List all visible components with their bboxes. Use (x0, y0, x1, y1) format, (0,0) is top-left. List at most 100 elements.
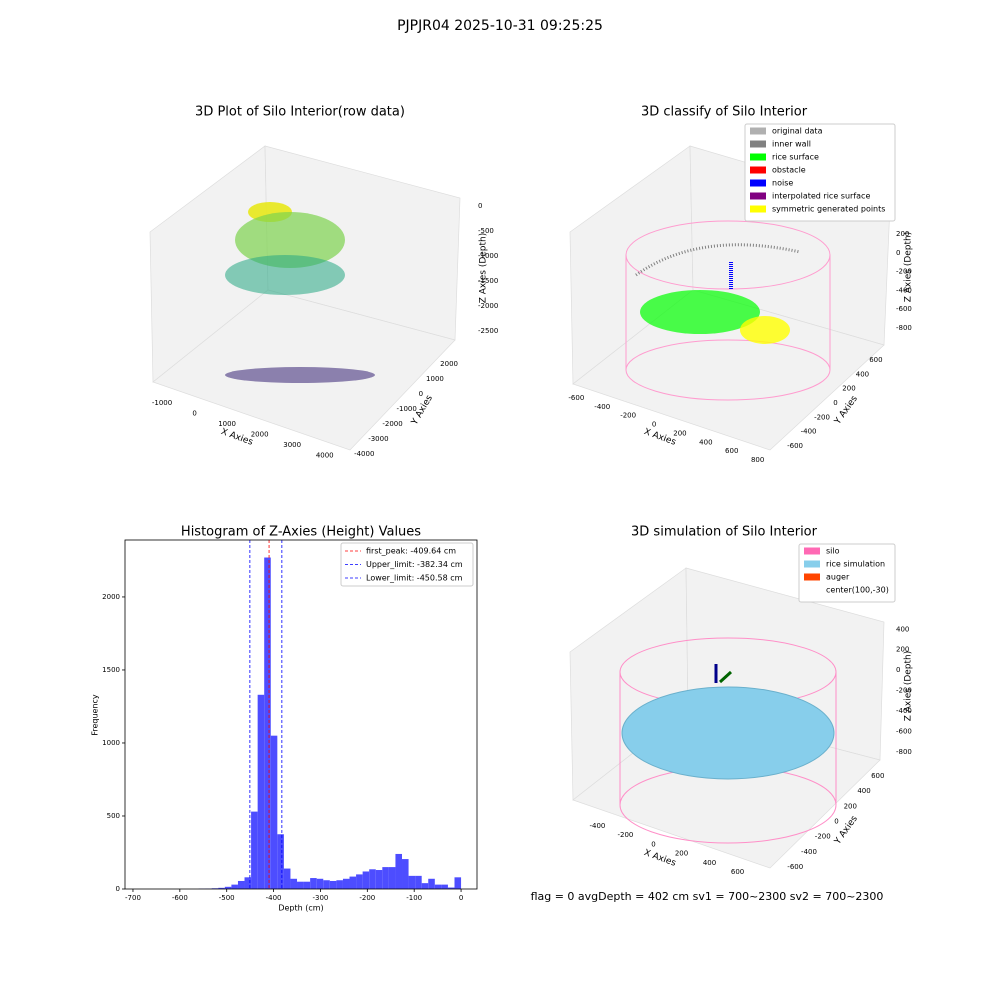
x-tick-label: 600 (731, 868, 744, 876)
z-axis-label: Z Axies (Depth) (904, 232, 914, 303)
x-tick-label: 0 (459, 894, 463, 902)
x-tick-label: 0 (651, 840, 655, 848)
annotation: flag = 0 avgDepth = 402 cm sv1 = 700~230… (531, 890, 884, 903)
y-tick-label: 500 (107, 812, 120, 820)
x-tick-label: 1000 (218, 420, 236, 428)
bar (329, 880, 337, 889)
bar (224, 886, 232, 889)
legend-swatch (804, 560, 820, 568)
panel-3d-box (149, 145, 461, 451)
x-tick-label: -100 (406, 894, 422, 902)
bar (395, 853, 403, 889)
z-tick-label: 0 (896, 666, 900, 674)
legend-swatch (750, 179, 766, 187)
legend-swatch (750, 192, 766, 200)
bar (434, 884, 442, 889)
y-tick-label: 2000 (440, 360, 458, 368)
legend-swatch (804, 573, 820, 581)
z-tick-label: -2000 (478, 302, 498, 310)
legend-label: noise (772, 179, 793, 188)
bar (349, 876, 357, 889)
x-tick-label: -500 (219, 894, 235, 902)
bar (408, 875, 416, 889)
x-axis-label: Depth (cm) (278, 904, 323, 913)
figure-title: PJPJR04 2025-10-31 09:25:25 (397, 18, 603, 34)
y-tick-label: -200 (814, 413, 830, 421)
bar (270, 735, 278, 889)
y-tick-label: 400 (857, 787, 870, 795)
bar (454, 877, 462, 889)
z-tick-label: 0 (478, 202, 482, 210)
y-tick-label: 600 (869, 356, 882, 364)
bar (388, 867, 396, 889)
chart-title: 3D Plot of Silo Interior(row data) (195, 105, 405, 120)
z-tick-label: -1000 (478, 252, 498, 260)
legend-swatch (750, 166, 766, 174)
x-tick-label: -1000 (152, 399, 172, 407)
chart-title: 3D classify of Silo Interior (641, 105, 808, 120)
y-tick-label: 400 (856, 370, 869, 378)
y-tick-label: -400 (801, 428, 817, 436)
bar (421, 883, 429, 889)
legend-swatch (750, 127, 766, 135)
y-tick-label: 0 (834, 818, 838, 826)
z-tick-label: -2500 (478, 327, 498, 335)
x-axis-label: X Axies (642, 848, 677, 869)
legend-label: symmetric generated points (772, 205, 885, 214)
bar (428, 878, 435, 889)
bar (369, 869, 376, 889)
z-axis-label: Z Axies (Depth) (904, 651, 914, 722)
y-tick-label: 0 (833, 399, 837, 407)
y-tick-label: 1500 (102, 666, 120, 674)
bar (297, 881, 304, 889)
panel-3d-box (569, 567, 885, 869)
x-tick-label: 400 (703, 859, 716, 867)
legend-label: inner wall (772, 140, 811, 149)
z-axis-label: Z Axies (Depth) (479, 233, 489, 304)
x-axis-label: X Axies (219, 427, 254, 448)
legend-label: Lower_limit: -450.58 cm (366, 574, 463, 583)
x-tick-label: 4000 (316, 452, 334, 460)
x-tick-label: -200 (620, 412, 636, 420)
y-tick-label: 1000 (426, 375, 444, 383)
y-tick-label: -600 (787, 863, 803, 871)
x-tick-label: -200 (359, 894, 375, 902)
y-tick-label: -3000 (368, 435, 388, 443)
bar (310, 878, 317, 889)
x-axis-label: X Axies (642, 427, 677, 448)
y-tick-label: 1000 (102, 739, 120, 747)
x-tick-label: -300 (313, 894, 329, 902)
bar (342, 878, 350, 889)
x-tick-label: -200 (618, 831, 634, 839)
bar (264, 557, 271, 889)
y-tick-label: 200 (844, 802, 857, 810)
y-tick-label: -400 (801, 848, 817, 856)
bar (303, 881, 311, 889)
bar (382, 867, 389, 889)
plot-frame (124, 539, 478, 890)
bar (415, 875, 422, 889)
z-tick-label: 200 (896, 646, 909, 654)
legend-label: silo (826, 547, 840, 556)
x-tick-label: 3000 (283, 441, 301, 449)
legend-swatch (750, 205, 766, 213)
x-tick-label: -400 (266, 894, 282, 902)
x-tick-label: -400 (594, 403, 610, 411)
x-tick-label: 600 (725, 447, 738, 455)
legend-label: rice surface (772, 153, 819, 162)
y-tick-label: 2000 (102, 593, 120, 601)
y-tick-label: -200 (815, 833, 831, 841)
z-tick-label: 400 (896, 625, 909, 633)
z-tick-label: -800 (896, 748, 912, 756)
x-tick-label: -400 (589, 822, 605, 830)
y-tick-label: 600 (871, 772, 884, 780)
bar (356, 874, 363, 889)
bar (244, 877, 252, 889)
x-tick-label: 200 (673, 429, 686, 437)
y-tick-label: -4000 (354, 450, 374, 458)
y-tick-label: 0 (116, 885, 120, 893)
z-tick-label: -800 (896, 324, 912, 332)
x-tick-label: 0 (652, 421, 656, 429)
bar (362, 871, 370, 889)
